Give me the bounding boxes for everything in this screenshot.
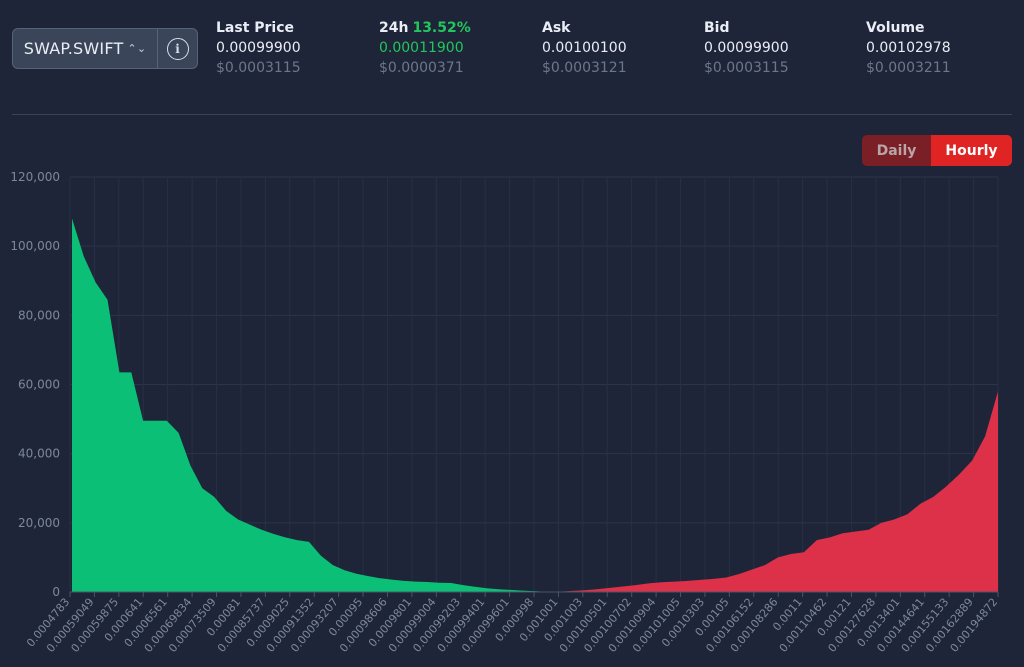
header-divider	[12, 114, 1012, 115]
stat-usd-value: $0.0003211	[866, 60, 951, 76]
y-tick-label: 40,000	[18, 447, 60, 461]
stat-value: 0.00100100	[542, 40, 627, 56]
y-tick-label: 80,000	[18, 308, 60, 322]
info-button[interactable]: i	[158, 29, 197, 68]
stat-label-text: 24h	[379, 20, 409, 36]
asks-area	[558, 391, 998, 592]
x-axis: 0.00047830.000590490.000598750.0006410.0…	[24, 591, 1000, 655]
stat-label: 24h 13.52%	[379, 18, 471, 38]
interval-toggle[interactable]: Daily Hourly	[862, 135, 1012, 166]
pair-name-label: SWAP.SWIFT	[23, 39, 124, 58]
y-tick-label: 60,000	[18, 378, 60, 392]
stat-label: Last Price	[216, 20, 295, 36]
change-percent: 13.52%	[412, 20, 471, 36]
y-tick-label: 100,000	[10, 239, 60, 253]
stat-24h: 24h 13.52% 0.00011900 $0.0000371	[379, 18, 471, 78]
stat-value: 0.00099900	[216, 40, 301, 56]
stat-usd-value: $0.0003115	[216, 60, 301, 76]
stat-volume: Volume 0.00102978 $0.0003211	[866, 18, 951, 78]
stat-value: 0.00102978	[866, 40, 951, 56]
info-icon: i	[166, 37, 189, 60]
updown-chevron-icon: ⌃⌄	[127, 42, 147, 55]
y-tick-label: 0	[52, 585, 60, 599]
stat-label: Volume	[866, 20, 925, 36]
stat-bid: Bid 0.00099900 $0.0003115	[704, 18, 789, 78]
pair-dropdown[interactable]: SWAP.SWIFT ⌃⌄	[13, 29, 158, 68]
depth-chart: 020,00040,00060,00080,000100,000120,000 …	[10, 170, 1000, 655]
stat-value: 0.00099900	[704, 40, 789, 56]
daily-button[interactable]: Daily	[862, 135, 931, 166]
stat-last-price: Last Price 0.00099900 $0.0003115	[216, 18, 301, 78]
hourly-button[interactable]: Hourly	[931, 135, 1012, 166]
stat-label: Bid	[704, 20, 730, 36]
bids-area	[72, 218, 546, 592]
chart-areas	[72, 218, 998, 592]
y-tick-label: 20,000	[18, 516, 60, 530]
y-axis: 0 20,000 40,000 60,000 80,000 100,000 120,000	[10, 170, 60, 599]
stat-value: 0.00011900	[379, 40, 464, 56]
stat-label: Ask	[542, 20, 571, 36]
stat-usd-value: $0.0003115	[704, 60, 789, 76]
market-pair-selector[interactable]: SWAP.SWIFT ⌃⌄ i	[12, 28, 198, 69]
stat-usd-value: $0.0003121	[542, 60, 627, 76]
stat-ask: Ask 0.00100100 $0.0003121	[542, 18, 627, 78]
y-tick-label: 120,000	[10, 170, 60, 184]
stat-usd-value: $0.0000371	[379, 60, 464, 76]
